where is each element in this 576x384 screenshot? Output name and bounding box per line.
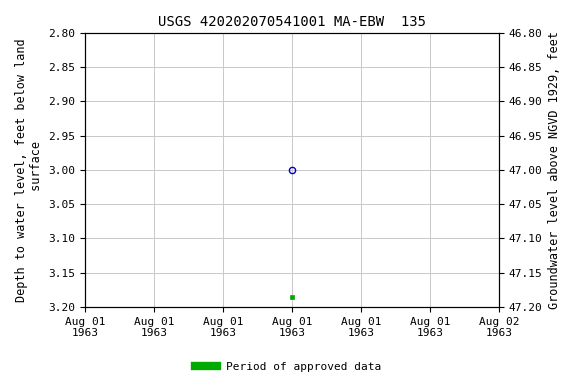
Title: USGS 420202070541001 MA-EBW  135: USGS 420202070541001 MA-EBW 135 [158, 15, 426, 29]
Y-axis label: Groundwater level above NGVD 1929, feet: Groundwater level above NGVD 1929, feet [548, 31, 561, 309]
Legend: Period of approved data: Period of approved data [191, 358, 385, 377]
Y-axis label: Depth to water level, feet below land
 surface: Depth to water level, feet below land su… [15, 38, 43, 302]
